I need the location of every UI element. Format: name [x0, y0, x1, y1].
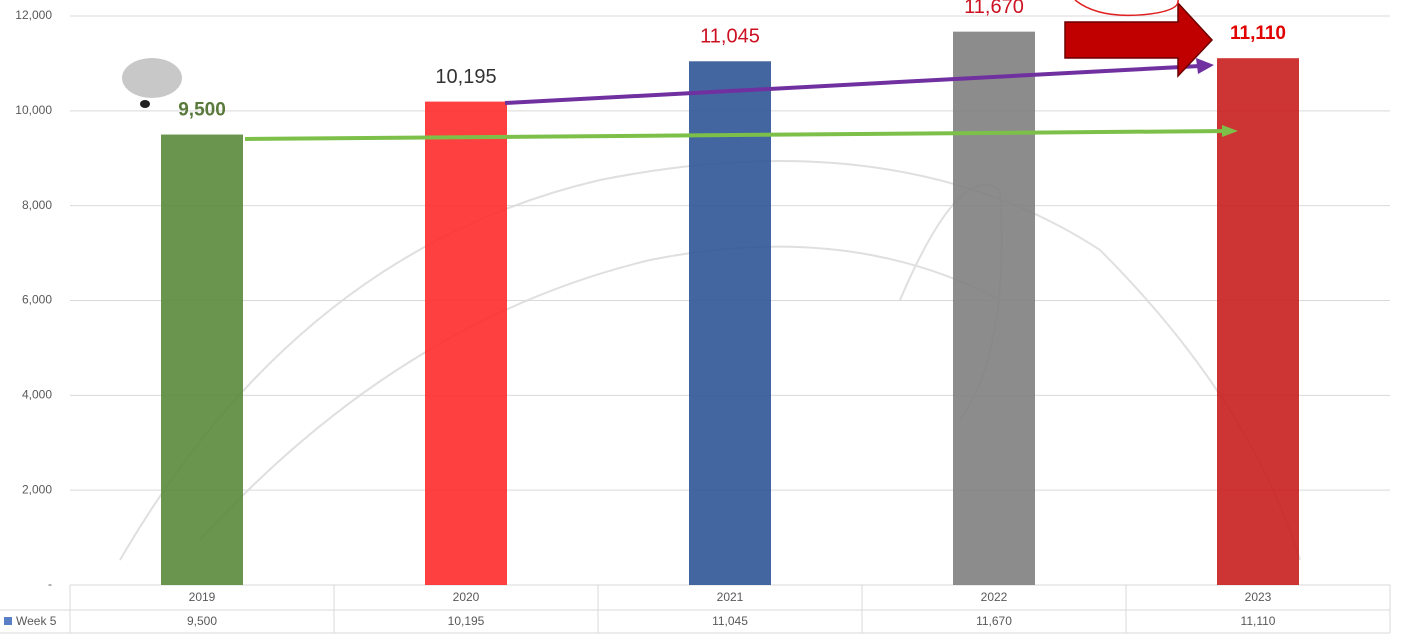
table-value: 10,195 [448, 614, 485, 628]
data-label: 11,670 [964, 0, 1024, 18]
table-value: 9,500 [187, 614, 217, 628]
big-arrow [1064, 1, 1214, 78]
bar [161, 134, 243, 585]
trend-arrow [504, 64, 1201, 105]
x-tick-label: 2023 [1245, 590, 1272, 604]
y-tick-label: 2,000 [22, 482, 52, 496]
trend-arrow [244, 129, 1229, 141]
x-tick-label: 2021 [717, 590, 744, 604]
bar [1217, 58, 1299, 586]
y-tick-label: 6,000 [22, 293, 52, 307]
x-tick-label: 2022 [981, 590, 1008, 604]
arrow-head [1222, 125, 1238, 137]
wolf-icon [122, 58, 182, 108]
y-tick-label: 10,000 [15, 103, 52, 117]
bar [953, 31, 1035, 585]
data-label: 10,195 [435, 66, 496, 88]
legend-label: Week 5 [16, 614, 57, 628]
y-tick-label: 8,000 [22, 198, 52, 212]
y-tick-label: - [48, 577, 52, 591]
x-tick-label: 2019 [189, 590, 216, 604]
legend-key [4, 617, 12, 625]
y-tick-label: 12,000 [15, 8, 52, 22]
data-label: 11,045 [700, 26, 760, 48]
table-value: 11,670 [976, 614, 1012, 628]
bar [425, 101, 507, 585]
annotations [122, 0, 1238, 141]
table-value: 11,045 [712, 614, 748, 628]
bar [689, 61, 771, 586]
data-label: 11,110 [1230, 23, 1286, 44]
y-tick-label: 4,000 [22, 388, 52, 402]
arrow-head [1196, 58, 1214, 74]
table-value: 11,110 [1241, 614, 1276, 628]
x-tick-label: 2020 [453, 590, 480, 604]
data-label: 9,500 [178, 100, 226, 121]
sketch-scribble [1074, 0, 1179, 17]
